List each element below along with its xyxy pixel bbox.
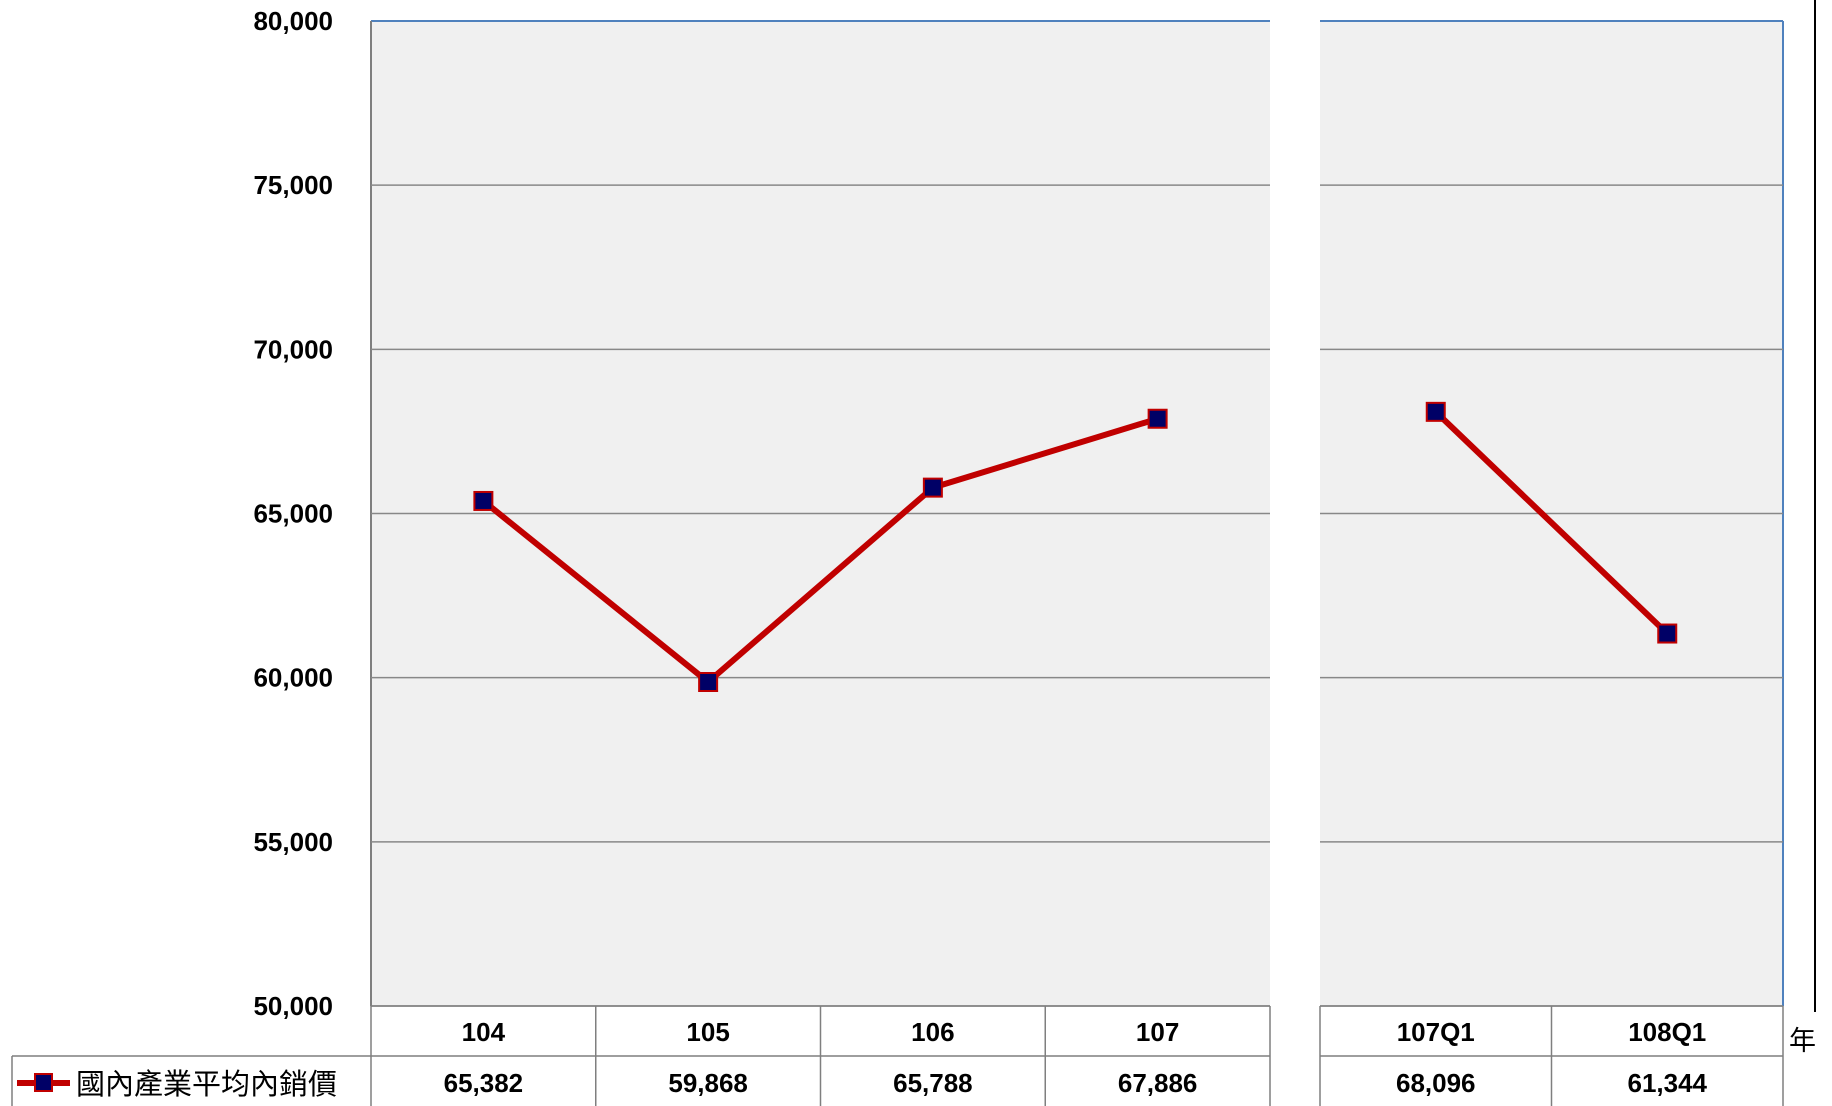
legend-label: 國內產業平均內銷價 bbox=[76, 1067, 337, 1101]
x-category-label: 107 bbox=[1136, 1017, 1179, 1047]
legend-marker-swatch bbox=[34, 1073, 53, 1092]
data-point-marker bbox=[922, 477, 943, 498]
x-category-label: 106 bbox=[911, 1017, 954, 1047]
y-tick-label: 65,000 bbox=[253, 499, 333, 529]
y-tick-label: 60,000 bbox=[253, 663, 333, 693]
y-tick-label: 80,000 bbox=[253, 6, 333, 36]
data-table-value: 59,868 bbox=[668, 1068, 748, 1098]
data-table-value: 68,096 bbox=[1396, 1068, 1476, 1098]
data-table-value: 67,886 bbox=[1118, 1068, 1198, 1098]
plot-areas bbox=[370, 0, 1816, 1012]
data-point-marker bbox=[473, 490, 494, 511]
y-tick-label: 70,000 bbox=[253, 334, 333, 364]
data-table-value: 65,788 bbox=[893, 1068, 973, 1098]
data-point-marker bbox=[1147, 408, 1168, 429]
data-point-marker bbox=[1425, 401, 1446, 422]
x-unit-label: 年 bbox=[1789, 1026, 1816, 1057]
series-line-panel-1 bbox=[481, 415, 1159, 686]
y-tick-label: 55,000 bbox=[253, 827, 333, 857]
y-tick-label: 50,000 bbox=[253, 991, 333, 1021]
x-category-label: 107Q1 bbox=[1397, 1017, 1475, 1047]
data-table: 104 65,382 105 59,868 106 65,788 107 67,886 107Q… bbox=[11, 1005, 1784, 1106]
x-category-label: 105 bbox=[686, 1017, 729, 1047]
data-point-marker bbox=[1657, 623, 1678, 644]
x-category-label: 104 bbox=[462, 1017, 506, 1047]
legend: 國內產業平均內銷價 bbox=[17, 1067, 337, 1101]
data-table-value: 61,344 bbox=[1627, 1068, 1707, 1098]
data-point-marker bbox=[698, 672, 719, 693]
y-tick-label: 75,000 bbox=[253, 170, 333, 200]
y-axis: 80,000 75,000 70,000 65,000 60,000 55,000 50,0… bbox=[253, 6, 333, 1021]
data-table-value: 65,382 bbox=[444, 1068, 524, 1098]
series-line-panel-2 bbox=[1433, 409, 1670, 636]
series-layer bbox=[473, 401, 1678, 693]
x-category-label: 108Q1 bbox=[1628, 1017, 1706, 1047]
